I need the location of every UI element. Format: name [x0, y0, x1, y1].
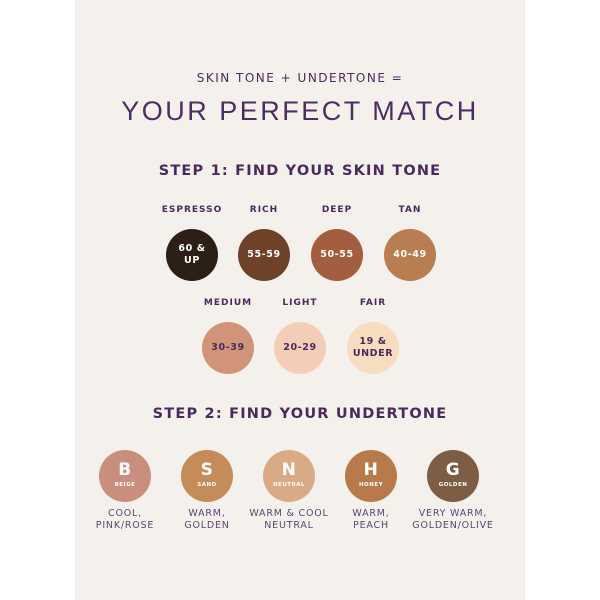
skin-tone-range: 55-59: [247, 249, 281, 260]
skin-tone-circle: 30-39: [202, 322, 254, 374]
undertone-circle: N NEUTRAL: [263, 450, 315, 502]
skin-tone-swatch: MEDIUM 30-39: [178, 298, 278, 374]
undertone-letter: N: [281, 460, 297, 480]
undertone-name: GOLDEN: [438, 482, 468, 488]
skin-tone-circle: 55-59: [238, 229, 290, 281]
undertone-swatch: H HONEY WARM, PEACH: [321, 450, 421, 532]
undertone-circle: B BEIGE: [99, 450, 151, 502]
undertone-circle: S SAND: [181, 450, 233, 502]
skin-tone-swatch: ESPRESSO 60 & UP: [142, 205, 242, 281]
undertone-circle: G GOLDEN: [427, 450, 479, 502]
skin-tone-swatch: TAN 40-49: [360, 205, 460, 281]
undertone-description: WARM & COOL NEUTRAL: [249, 508, 329, 531]
skin-tone-range: 40-49: [393, 249, 427, 260]
skin-tone-name: ESPRESSO: [161, 205, 223, 215]
skin-tone-circle: 19 & UNDER: [347, 322, 399, 374]
undertone-swatch: G GOLDEN VERY WARM, GOLDEN/OLIVE: [403, 450, 503, 532]
page-title: YOUR PERFECT MATCH: [121, 96, 479, 126]
skin-tone-swatch: DEEP 50-55: [287, 205, 387, 281]
skin-tone-range: 19 & UNDER: [352, 336, 394, 359]
undertone-name: BEIGE: [114, 482, 136, 488]
subtitle: SKIN TONE + UNDERTONE =: [196, 71, 404, 85]
undertone-description: COOL, PINK/ROSE: [95, 508, 155, 531]
skin-tone-name: TAN: [398, 205, 422, 215]
undertone-letter: G: [445, 460, 461, 480]
undertone-description: WARM, GOLDEN: [184, 508, 230, 531]
skin-tone-range: 60 & UP: [178, 243, 206, 266]
undertone-swatch: B BEIGE COOL, PINK/ROSE: [75, 450, 175, 532]
skin-tone-circle: 20-29: [274, 322, 326, 374]
skin-tone-swatch: RICH 55-59: [214, 205, 314, 281]
skin-tone-swatch: LIGHT 20-29: [250, 298, 350, 374]
skin-tone-range: 30-39: [211, 342, 245, 353]
undertone-name: NEUTRAL: [272, 482, 306, 488]
skin-tone-range: 50-55: [320, 249, 354, 260]
undertone-letter: S: [200, 460, 214, 480]
undertone-circle: H HONEY: [345, 450, 397, 502]
skin-tone-name: MEDIUM: [203, 298, 253, 308]
skin-tone-circle: 50-55: [311, 229, 363, 281]
undertone-letter: B: [118, 460, 132, 480]
skin-tone-range: 20-29: [283, 342, 317, 353]
skin-tone-name: DEEP: [321, 205, 353, 215]
undertone-name: SAND: [197, 482, 217, 488]
undertone-description: WARM, PEACH: [352, 508, 390, 531]
skin-tone-name: LIGHT: [282, 298, 318, 308]
undertone-name: HONEY: [358, 482, 384, 488]
step1-heading: STEP 1: FIND YOUR SKIN TONE: [158, 163, 442, 179]
undertone-description: VERY WARM, GOLDEN/OLIVE: [412, 508, 494, 531]
skin-tone-circle: 60 & UP: [166, 229, 218, 281]
skin-tone-name: FAIR: [359, 298, 387, 308]
step2-heading: STEP 2: FIND YOUR UNDERTONE: [152, 406, 448, 422]
undertone-letter: H: [363, 460, 379, 480]
undertone-swatch: N NEUTRAL WARM & COOL NEUTRAL: [239, 450, 339, 532]
skin-tone-circle: 40-49: [384, 229, 436, 281]
skin-tone-swatch: FAIR 19 & UNDER: [323, 298, 423, 374]
skin-tone-name: RICH: [249, 205, 279, 215]
undertone-swatch: S SAND WARM, GOLDEN: [157, 450, 257, 532]
